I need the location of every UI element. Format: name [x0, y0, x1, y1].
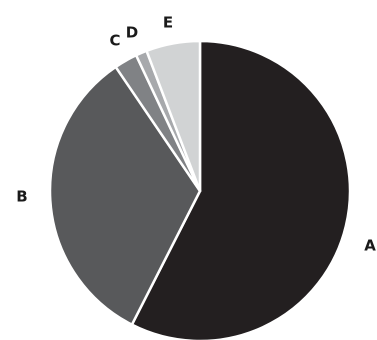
pie-slice-a — [130, 39, 352, 340]
pie-slice-b — [48, 65, 202, 326]
slice-label-d: D — [126, 24, 138, 42]
labels-layer: A B C D E — [16, 14, 376, 255]
slice-label-b: B — [16, 188, 27, 206]
slices-layer — [48, 39, 352, 340]
pie-slice-e — [145, 39, 202, 193]
slice-label-a: A — [364, 237, 376, 255]
slice-label-c: C — [109, 32, 120, 50]
slice-label-e: E — [163, 14, 173, 32]
